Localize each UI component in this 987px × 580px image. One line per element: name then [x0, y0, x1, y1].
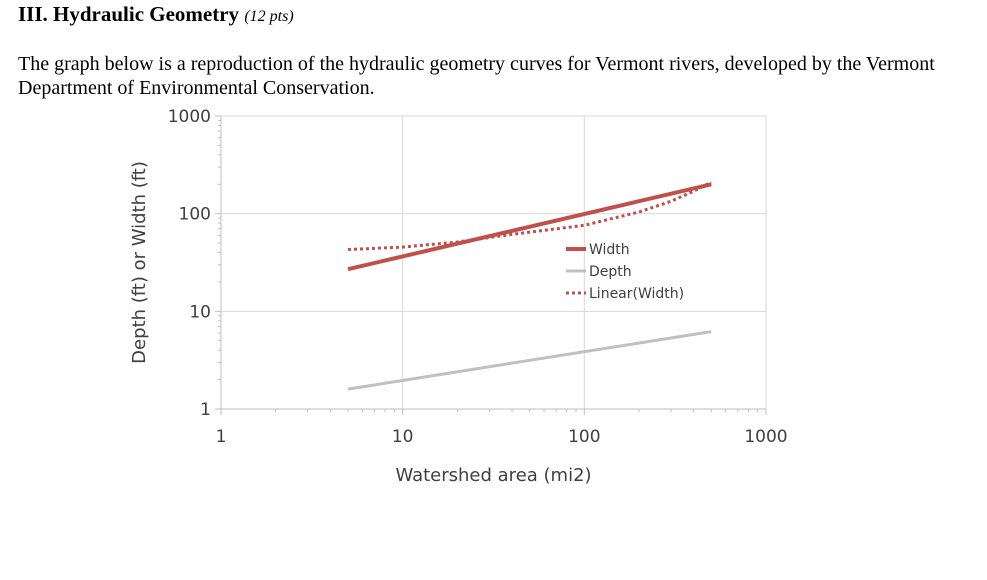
x-tick-label: 100: [568, 427, 600, 447]
y-tick-label: 100: [179, 205, 211, 225]
legend-label-linear-width: Linear(Width): [589, 286, 684, 302]
y-tick-label: 1: [200, 400, 211, 420]
question-points: (12 pts): [244, 8, 294, 25]
y-tick-label: 1000: [168, 107, 211, 127]
question-heading: III. Hydraulic Geometry (12 pts): [18, 2, 294, 27]
legend-label-width: Width: [589, 242, 630, 258]
series-line-width: [347, 182, 712, 272]
legend-label-depth: Depth: [589, 264, 632, 280]
x-tick-label: 10: [392, 427, 414, 447]
y-tick-label: 10: [189, 302, 211, 322]
x-tick-label: 1000: [744, 427, 787, 447]
series-line-depth: [347, 330, 712, 391]
question-paragraph: The graph below is a reproduction of the…: [18, 53, 935, 99]
series-line-linear-width: [347, 180, 712, 251]
question-title: III. Hydraulic Geometry: [18, 2, 240, 26]
chart-legend: Width Depth Linear(Width): [566, 242, 684, 302]
x-tick-label: 1: [216, 427, 227, 447]
y-axis-title: Depth (ft) or Width (ft): [129, 161, 150, 364]
x-axis-title: Watershed area (mi2): [395, 465, 591, 486]
